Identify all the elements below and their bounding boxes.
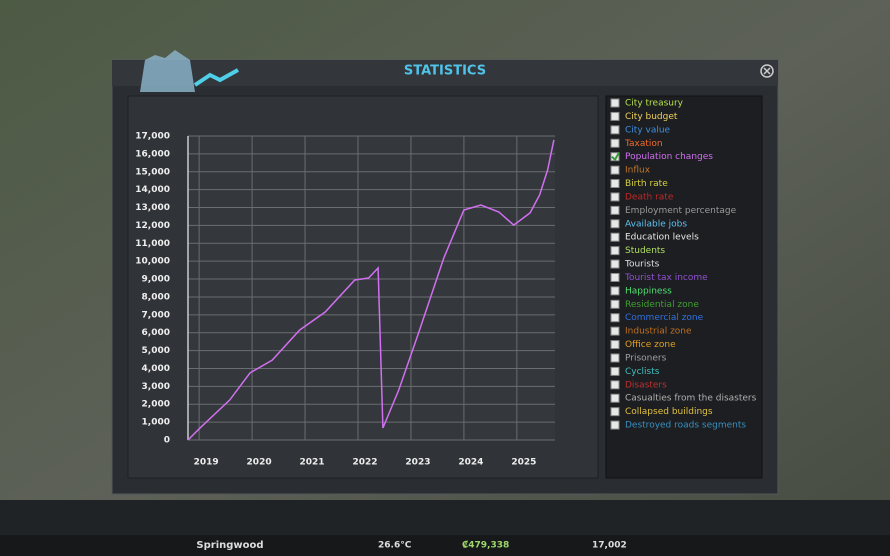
y-tick-label: 10,000 — [135, 257, 170, 267]
legend-checkbox[interactable] — [610, 272, 620, 282]
legend-checkbox[interactable] — [610, 313, 620, 323]
legend-checkbox[interactable] — [610, 246, 620, 256]
legend-checkbox[interactable] — [610, 326, 620, 336]
y-tick-label: 0 — [164, 436, 170, 446]
legend-label: Tourist tax income — [624, 273, 708, 283]
legend-checkbox[interactable] — [610, 192, 620, 202]
legend-label: Destroyed roads segments — [625, 421, 746, 431]
legend-label: Employment percentage — [625, 206, 737, 216]
y-tick-label: 12,000 — [135, 221, 170, 231]
x-tick-label: 2021 — [300, 458, 325, 468]
legend-checkbox[interactable] — [610, 340, 620, 350]
legend-label: City budget — [625, 112, 678, 122]
y-tick-label: 14,000 — [135, 185, 170, 195]
y-tick-label: 17,000 — [135, 132, 170, 142]
y-tick-label: 1,000 — [142, 418, 170, 428]
legend-panel — [605, 95, 763, 479]
legend-checkbox[interactable] — [610, 98, 620, 108]
y-tick-label: 7,000 — [142, 310, 170, 320]
legend-label: Casualties from the disasters — [625, 394, 757, 404]
info-bar — [0, 535, 890, 556]
legend-label: Birth rate — [625, 179, 668, 189]
temperature: 26.6°C — [378, 541, 412, 551]
y-tick-label: 11,000 — [135, 239, 170, 249]
legend: City treasury City budget City value Taxati… — [610, 98, 757, 431]
legend-label: Office zone — [625, 340, 676, 350]
legend-checkbox[interactable] — [610, 393, 620, 403]
legend-label: City treasury — [625, 99, 684, 109]
y-tick-label: 13,000 — [135, 203, 170, 213]
y-tick-label: 5,000 — [142, 346, 170, 356]
legend-checkbox[interactable] — [610, 232, 620, 242]
money: ₡479,338 — [462, 541, 509, 551]
legend-checkbox[interactable] — [610, 286, 620, 296]
legend-checkbox[interactable] — [610, 205, 620, 215]
y-tick-label: 3,000 — [142, 382, 170, 392]
y-tick-label: 2,000 — [142, 400, 170, 410]
legend-checkbox[interactable] — [610, 179, 620, 189]
legend-checkbox[interactable] — [610, 353, 620, 363]
title-bar — [112, 60, 778, 86]
close-icon — [763, 67, 771, 75]
city-name[interactable]: Springwood — [196, 540, 263, 551]
legend-checkmark — [611, 152, 620, 162]
legend-checkbox[interactable] — [610, 259, 620, 269]
window-icon — [140, 50, 195, 92]
legend-checkbox[interactable] — [610, 420, 620, 430]
y-tick-label: 8,000 — [142, 292, 170, 302]
legend-label: Commercial zone — [625, 313, 704, 323]
legend-checkbox[interactable] — [610, 366, 620, 376]
legend-label: Cyclists — [625, 367, 660, 377]
legend-checkbox[interactable] — [610, 219, 620, 229]
legend-label: Available jobs — [625, 219, 687, 229]
x-tick-label: 2024 — [458, 458, 483, 468]
close-button[interactable] — [760, 64, 774, 78]
legend-label: Prisoners — [625, 353, 667, 363]
y-tick-label: 6,000 — [142, 328, 170, 338]
legend-label: Disasters — [625, 380, 667, 390]
legend-label: Population changes — [625, 152, 713, 162]
plot-area — [188, 136, 555, 440]
population-line — [187, 139, 555, 441]
legend-label: Industrial zone — [625, 327, 692, 337]
legend-checkbox[interactable] — [610, 380, 620, 390]
legend-label: Taxation — [624, 139, 663, 149]
window-icon-arrow — [193, 68, 239, 87]
legend-checkbox[interactable] — [610, 299, 620, 309]
x-tick-label: 2020 — [247, 458, 272, 468]
legend-checkbox[interactable] — [610, 138, 620, 148]
y-tick-label: 16,000 — [135, 149, 170, 159]
legend-label: Collapsed buildings — [625, 407, 713, 417]
x-tick-label: 2025 — [511, 458, 536, 468]
x-tick-label: 2022 — [352, 458, 377, 468]
x-tick-label: 2023 — [405, 458, 430, 468]
legend-checkbox[interactable] — [610, 125, 620, 135]
population: 17,002 — [592, 541, 627, 551]
legend-label: Education levels — [625, 233, 699, 243]
legend-label: Happiness — [625, 286, 672, 296]
legend-checkbox[interactable] — [610, 111, 620, 121]
legend-label: Residential zone — [625, 300, 699, 310]
chart: 0 1,000 2,000 3,000 4,000 5,000 6,000 7,000 8,00… — [135, 132, 555, 468]
legend-label: Influx — [625, 166, 651, 176]
legend-label: Students — [625, 246, 665, 256]
y-tick-label: 4,000 — [142, 364, 170, 374]
window-title: STATISTICS — [404, 64, 486, 79]
y-tick-label: 9,000 — [142, 275, 170, 285]
legend-checkbox[interactable] — [610, 407, 620, 417]
x-tick-label: 2019 — [194, 458, 219, 468]
legend-label: City value — [625, 125, 671, 135]
y-tick-label: 15,000 — [135, 167, 170, 177]
legend-checkbox[interactable] — [610, 165, 620, 175]
legend-label: Death rate — [625, 192, 674, 202]
legend-label: Tourists — [624, 260, 660, 270]
